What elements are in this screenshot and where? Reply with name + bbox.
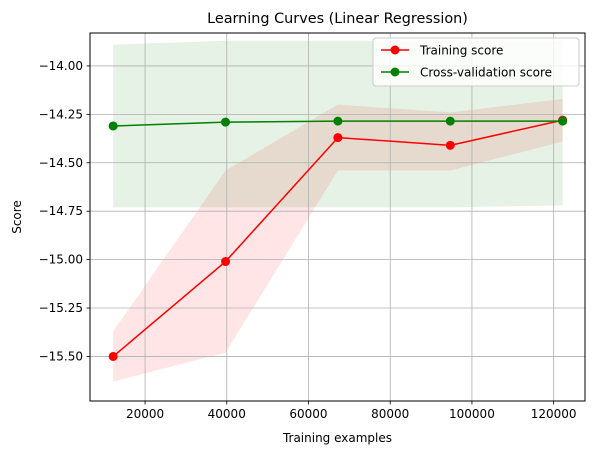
x-axis-label: Training examples [282, 431, 392, 445]
point-series-1 [445, 116, 455, 126]
y-axis-label: Score [10, 200, 24, 234]
y-tick-label: −14.50 [39, 156, 83, 170]
y-tick-label: −14.25 [39, 107, 83, 121]
x-tick-label: 120000 [531, 407, 577, 421]
y-axis-ticks: −14.00 −14.25 −14.50 −14.75 −15.00 −15.25 −15.… [39, 59, 90, 363]
point-series-1 [221, 117, 231, 127]
y-tick-label: −15.00 [39, 253, 83, 267]
legend: Training score Cross-validation score [372, 37, 580, 87]
plot-frame [89, 32, 586, 402]
series-markers [108, 115, 568, 361]
point-series-0 [108, 351, 118, 361]
y-tick-label: −14.75 [39, 204, 83, 218]
x-tick-label: 40000 [208, 407, 246, 421]
legend-label-cv: Cross-validation score [420, 66, 552, 80]
point-series-1 [558, 116, 568, 126]
point-series-1 [333, 116, 343, 126]
point-series-0 [221, 257, 231, 267]
legend-box [372, 37, 580, 87]
x-tick-label: 20000 [126, 407, 164, 421]
point-series-0 [333, 133, 343, 143]
grid-lines [90, 33, 585, 401]
y-tick-label: −14.00 [39, 59, 83, 73]
point-series-1 [108, 121, 118, 131]
x-tick-label: 60000 [289, 407, 327, 421]
point-series-0 [445, 140, 455, 150]
x-axis-ticks: 20000 40000 60000 80000 100000 120000 [126, 401, 577, 421]
x-tick-label: 100000 [449, 407, 495, 421]
y-tick-label: −15.50 [39, 349, 83, 363]
x-tick-label: 80000 [371, 407, 409, 421]
legend-label-training: Training score [419, 44, 503, 58]
chart-title: Learning Curves (Linear Regression) [207, 11, 468, 27]
legend-marker-cv [390, 67, 400, 77]
y-tick-label: −15.25 [39, 301, 83, 315]
legend-marker-training [390, 45, 400, 55]
band-series-0 [113, 98, 563, 382]
